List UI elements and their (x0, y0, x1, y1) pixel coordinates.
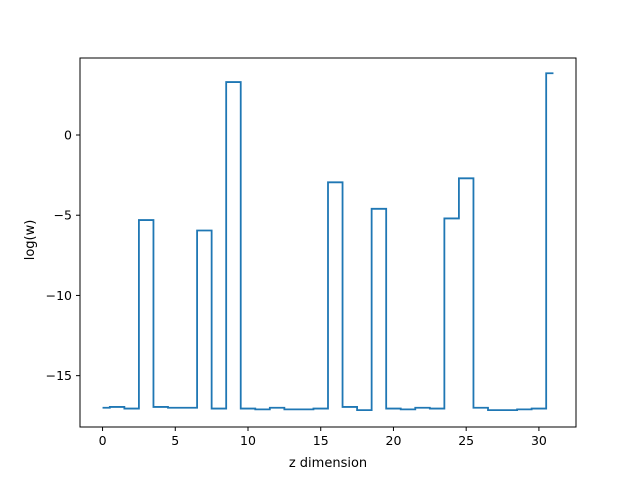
x-tick-label: 10 (240, 433, 256, 448)
x-tick-label: 15 (313, 433, 329, 448)
x-tick-label: 5 (171, 433, 179, 448)
y-tick-label: −5 (54, 208, 72, 223)
y-tick-label: −15 (46, 368, 72, 383)
axes-frame (79, 57, 577, 428)
x-tick-label: 25 (458, 433, 474, 448)
series-line (102, 72, 554, 412)
x-tick-label: 20 (386, 433, 402, 448)
x-tick-label: 30 (531, 433, 547, 448)
y-tick-label: −10 (46, 288, 72, 303)
x-axis-label: z dimension (289, 456, 367, 471)
x-tick-label: 0 (99, 433, 107, 448)
y-axis-ticks: −15 −10 −5 0 (46, 128, 80, 383)
x-axis-ticks: 0 5 10 15 20 25 30 (99, 427, 547, 448)
plot-area (79, 57, 577, 428)
y-axis-label: log(w) (23, 220, 38, 261)
y-tick-label: 0 (64, 128, 72, 143)
